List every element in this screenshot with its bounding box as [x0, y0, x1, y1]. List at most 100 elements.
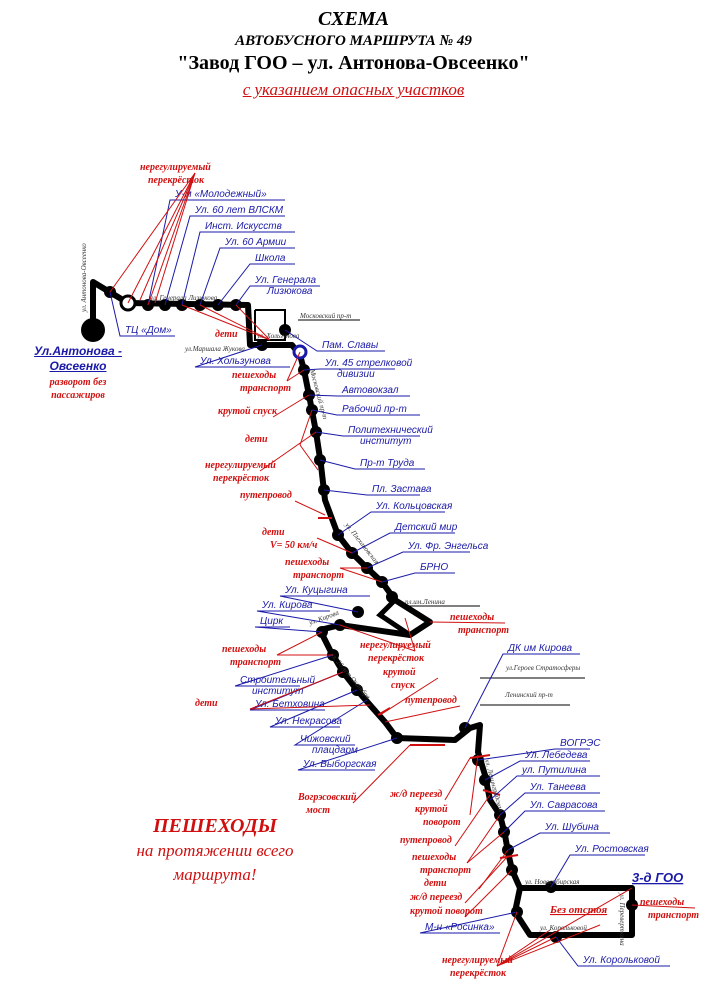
hazard-leader: [147, 172, 196, 306]
leader-line: [484, 760, 590, 781]
leader-line: [366, 551, 470, 569]
leader-line: [269, 689, 358, 728]
leader-line: [254, 626, 323, 633]
hazard-label: перекрёсток: [213, 473, 270, 484]
hazard-leader: [272, 394, 310, 418]
hazard-leader: [454, 794, 491, 847]
hazard-label: пешеходы: [450, 612, 494, 623]
leader-line: [507, 832, 610, 851]
pedestrian-warning-text: на протяжении всего: [136, 841, 293, 860]
hazard-leader: [299, 444, 319, 471]
hazard-leader: [496, 929, 551, 967]
hazard-label: крутой спуск: [218, 406, 278, 417]
hazard-label: перекрёсток: [148, 175, 205, 186]
hazard-label: нерегулируемый: [360, 640, 431, 651]
hazard-label: транспорт: [293, 570, 344, 581]
hazard-label: пешеходы: [640, 897, 684, 908]
stop-label: институт: [252, 686, 303, 697]
stop-label: Ул. Выборгская: [302, 758, 377, 770]
stop-label: Пр-т Труда: [360, 458, 415, 469]
no-layover-note: Без отстоя: [549, 904, 607, 916]
hazard-leader: [464, 869, 513, 918]
pedestrian-warning-text: маршрута!: [172, 865, 256, 884]
leader-line: [147, 199, 285, 306]
stop-label: Детский мир: [394, 522, 458, 533]
hazard-label: транспорт: [240, 383, 291, 394]
hazard-leader: [127, 172, 196, 304]
stop-label: институт: [360, 436, 411, 447]
hazard-label: транспорт: [458, 625, 509, 636]
leader-line: [489, 775, 600, 801]
stop-label: Пл. Застава: [372, 484, 432, 495]
hazard-label: крутой поворот: [410, 906, 483, 917]
hazard-leader: [466, 814, 501, 864]
leader-line: [477, 748, 590, 761]
hazard-leader: [496, 887, 633, 967]
hazard-label: Вогрэсовский: [297, 792, 357, 803]
hazard-leader: [464, 855, 509, 904]
stop-label: Школа: [255, 253, 286, 264]
stop-label: Ул. Лебедева: [524, 749, 588, 761]
hazard-label: перекрёсток: [368, 653, 425, 664]
route-loop-lenin: [376, 598, 412, 638]
leader-line: [217, 263, 295, 306]
stop-label: ул. Путилина: [521, 765, 587, 776]
leader-line: [308, 394, 410, 397]
hazard-label: пешеходы: [412, 852, 456, 863]
route-loop-inner: [254, 309, 286, 341]
hazard-label: нерегулируемый: [205, 460, 276, 471]
turnaround-note: разворот без пассажиров: [49, 377, 107, 401]
leader-line: [419, 911, 518, 934]
street-label: ул. Антонова-Овсеенко: [80, 243, 88, 313]
stop-label: Инст. Искусств: [205, 221, 282, 232]
leader-line: [503, 810, 605, 833]
hazard-label: дети: [262, 527, 285, 538]
hazard-leader: [384, 705, 461, 723]
hazard-leader: [404, 617, 416, 652]
leader-line: [199, 247, 295, 306]
stop-label: ВОГРЭС: [560, 738, 601, 749]
stop-label: ДК им Кирова: [507, 643, 572, 654]
subtitle: АВТОБУСНОГО МАРШРУТА № 49: [235, 33, 472, 49]
leader-line: [319, 459, 425, 470]
hazard-leader: [379, 677, 439, 716]
leader-line: [181, 231, 295, 306]
stop-label: ТЦ «Дом»: [125, 325, 172, 336]
hazard-label: пешеходы: [222, 644, 266, 655]
street-label: ул.Маршала Жукова: [184, 345, 245, 353]
hazard-label: дети: [215, 329, 238, 340]
street-label: ул. Переверткина: [618, 892, 626, 946]
hazard-leader: [181, 304, 271, 341]
hazard-label: ж/д переезд: [410, 892, 462, 903]
leader-line: [464, 653, 580, 729]
leader-line: [256, 610, 341, 626]
hazard-note: с указанием опасных участков: [242, 80, 465, 99]
hazard-label: нерегулируемый: [442, 955, 513, 966]
hazard-label: дети: [424, 878, 447, 889]
hazard-leader: [139, 172, 196, 301]
stop-label: плацдарм: [312, 745, 358, 756]
stop-label: Ул. 60 Армии: [224, 237, 287, 248]
stop-label: Ул. Фр. Энгельса: [407, 541, 489, 552]
stop-label: М-н «Росинка»: [425, 922, 495, 933]
terminus-start-dot: [81, 318, 105, 342]
leader-line: [381, 572, 455, 583]
stop-label: БРНО: [420, 562, 448, 573]
hazard-label: крутой: [415, 804, 448, 815]
stop-label: Ул. 60 лет ВЛСКМ: [194, 205, 284, 216]
stop-label: Ул. Ростовская: [574, 844, 649, 855]
leader-line: [109, 291, 175, 337]
stop-label: дивизии: [337, 369, 375, 380]
leader-line: [297, 737, 398, 771]
leader-line: [164, 215, 285, 306]
hazard-leader: [235, 304, 271, 341]
hazard-leader: [294, 500, 326, 516]
hazard-leader: [286, 351, 301, 382]
leader-line: [284, 329, 385, 352]
hazard-leader: [286, 369, 305, 382]
hazard-label: V= 50 км/ч: [270, 540, 317, 551]
leader-line: [234, 654, 334, 687]
stop-label: Автовокзал: [341, 385, 399, 396]
stop-label: Пам. Славы: [322, 340, 379, 351]
